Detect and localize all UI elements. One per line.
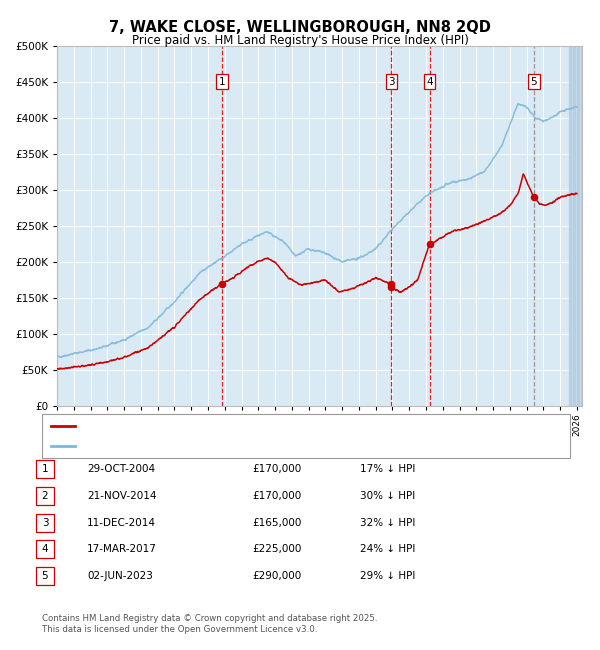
Text: 29-OCT-2004: 29-OCT-2004 (87, 464, 155, 474)
Text: 17% ↓ HPI: 17% ↓ HPI (360, 464, 415, 474)
Text: £170,000: £170,000 (252, 464, 301, 474)
Text: 1: 1 (41, 464, 49, 474)
Text: 5: 5 (530, 77, 537, 86)
Text: 3: 3 (388, 77, 395, 86)
Bar (569, 46, 582, 406)
Text: £170,000: £170,000 (252, 491, 301, 501)
Text: 5: 5 (41, 571, 49, 581)
Text: 21-NOV-2014: 21-NOV-2014 (87, 491, 157, 501)
Text: 7, WAKE CLOSE, WELLINGBOROUGH, NN8 2QD (detached house): 7, WAKE CLOSE, WELLINGBOROUGH, NN8 2QD (… (79, 421, 403, 432)
Text: 2: 2 (41, 491, 49, 501)
Text: £225,000: £225,000 (252, 544, 301, 554)
Text: 1: 1 (218, 77, 225, 86)
Text: 4: 4 (41, 544, 49, 554)
Text: 4: 4 (426, 77, 433, 86)
Text: 11-DEC-2014: 11-DEC-2014 (87, 517, 156, 528)
Text: £290,000: £290,000 (252, 571, 301, 581)
Text: 32% ↓ HPI: 32% ↓ HPI (360, 517, 415, 528)
Text: £165,000: £165,000 (252, 517, 301, 528)
Text: Contains HM Land Registry data © Crown copyright and database right 2025.
This d: Contains HM Land Registry data © Crown c… (42, 614, 377, 634)
Text: Price paid vs. HM Land Registry's House Price Index (HPI): Price paid vs. HM Land Registry's House … (131, 34, 469, 47)
Text: 30% ↓ HPI: 30% ↓ HPI (360, 491, 415, 501)
Text: 3: 3 (41, 517, 49, 528)
Text: 02-JUN-2023: 02-JUN-2023 (87, 571, 153, 581)
Text: HPI: Average price, detached house, North Northamptonshire: HPI: Average price, detached house, Nort… (79, 441, 385, 451)
Text: 24% ↓ HPI: 24% ↓ HPI (360, 544, 415, 554)
Text: 7, WAKE CLOSE, WELLINGBOROUGH, NN8 2QD: 7, WAKE CLOSE, WELLINGBOROUGH, NN8 2QD (109, 20, 491, 35)
Text: 17-MAR-2017: 17-MAR-2017 (87, 544, 157, 554)
Text: 29% ↓ HPI: 29% ↓ HPI (360, 571, 415, 581)
